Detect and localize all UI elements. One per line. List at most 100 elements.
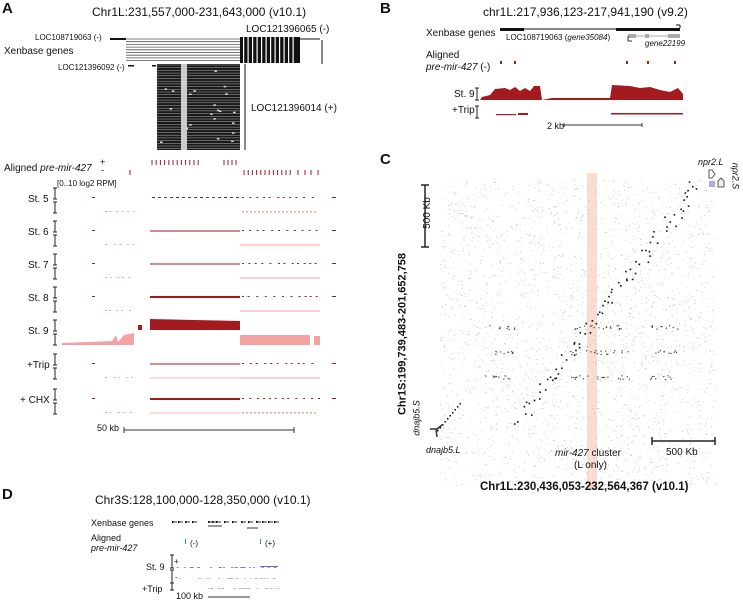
- dot: [504, 408, 506, 409]
- dot: [675, 361, 677, 362]
- dot: [453, 276, 455, 277]
- dot: [553, 221, 555, 223]
- dot: [443, 260, 445, 262]
- dot: [660, 404, 662, 406]
- dot: [564, 300, 566, 302]
- dot: [533, 466, 535, 468]
- dot: [670, 209, 672, 210]
- dot: [618, 223, 620, 224]
- dot: [631, 442, 633, 443]
- dot: [594, 289, 596, 290]
- dot: [489, 238, 491, 239]
- dot: [650, 305, 652, 307]
- dot: [628, 255, 629, 257]
- dot: [666, 464, 668, 466]
- dot: [529, 297, 531, 298]
- dot: [709, 350, 711, 351]
- dot: [604, 484, 606, 486]
- dot: [588, 365, 590, 367]
- dot: [484, 409, 486, 411]
- dot: [577, 211, 579, 213]
- dot: [651, 448, 653, 450]
- coverage-minus: [261, 578, 264, 579]
- coverage-plus: [291, 263, 294, 264]
- dot: [627, 437, 629, 439]
- dot: [455, 449, 457, 451]
- dot: [653, 290, 654, 292]
- dot: [696, 454, 698, 455]
- dot: [699, 404, 701, 406]
- coverage-plus: [268, 197, 271, 198]
- dot: [620, 395, 622, 396]
- dot: [688, 316, 690, 317]
- dot: [557, 266, 559, 268]
- dot: [457, 352, 459, 354]
- dot: [657, 446, 659, 448]
- dot: [564, 311, 566, 313]
- dot: [535, 306, 537, 308]
- dot: [630, 425, 632, 427]
- dot: [709, 200, 711, 202]
- dot: [655, 212, 656, 214]
- dot: [709, 453, 711, 455]
- dot: [699, 180, 701, 182]
- dot: [447, 340, 449, 342]
- dot: [651, 307, 652, 308]
- synteny-dot: [649, 255, 651, 257]
- dot: [613, 235, 615, 237]
- dot: [458, 402, 459, 404]
- dot: [667, 247, 669, 248]
- dot: [443, 264, 445, 266]
- dot: [543, 271, 545, 273]
- dot: [474, 228, 476, 230]
- dot: [477, 448, 479, 450]
- dot: [523, 379, 525, 381]
- dot: [678, 430, 680, 432]
- synteny-dot: [649, 241, 652, 244]
- dot: [489, 429, 491, 431]
- dot: [475, 295, 477, 297]
- dot: [659, 479, 661, 480]
- dot: [611, 420, 613, 421]
- dot: [632, 311, 634, 313]
- dot: [490, 388, 492, 389]
- dot: [600, 448, 602, 450]
- dot: [475, 484, 476, 486]
- dot: [462, 245, 464, 247]
- plus-strand-label: +: [174, 557, 179, 566]
- dot: [448, 273, 450, 274]
- dot: [445, 259, 447, 261]
- coverage-plus: [255, 363, 258, 364]
- dot: [685, 484, 687, 485]
- coverage-minus: [314, 412, 316, 414]
- dot: [492, 215, 494, 217]
- dot: [541, 363, 543, 365]
- dot: [496, 428, 498, 430]
- dot: [619, 445, 621, 446]
- dot: [508, 207, 510, 208]
- dot: [643, 414, 645, 416]
- coverage-plus: [282, 398, 285, 399]
- dot: [673, 454, 675, 455]
- dot: [625, 194, 627, 196]
- dot: [552, 399, 554, 401]
- dot: [617, 358, 619, 360]
- dot: [459, 393, 461, 395]
- dot: [695, 401, 697, 403]
- dot: [472, 237, 473, 238]
- coverage-minus: [266, 211, 268, 213]
- dot: [615, 426, 617, 427]
- dot: [539, 244, 541, 246]
- dot: [581, 361, 583, 363]
- dot: [672, 394, 674, 396]
- dot: [450, 450, 452, 451]
- dot: [551, 212, 553, 214]
- dot: [592, 379, 594, 381]
- dot: [609, 413, 611, 415]
- dot: [589, 438, 591, 440]
- dot: [566, 415, 568, 417]
- dot: [629, 187, 631, 188]
- dot: [651, 197, 653, 199]
- dot: [573, 376, 575, 379]
- synteny-dot: [626, 278, 628, 281]
